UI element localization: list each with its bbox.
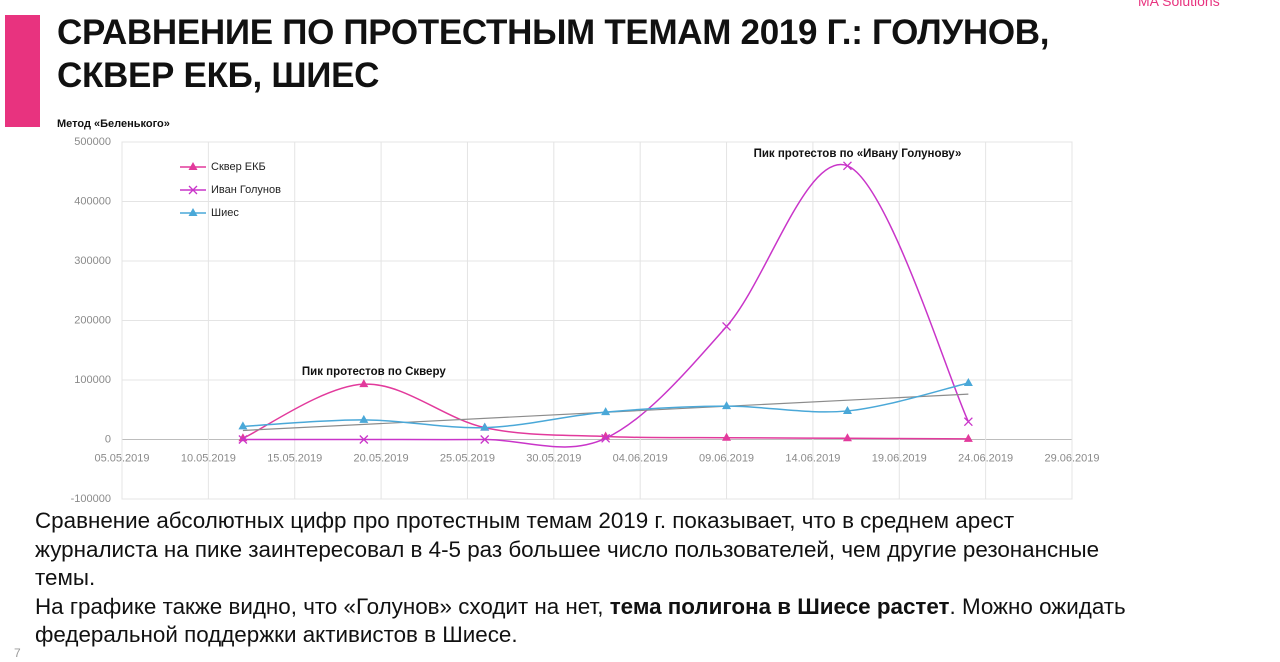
- legend-item: Иван Голунов: [180, 184, 281, 196]
- text-line: Сравнение абсолютных цифр про протестным…: [35, 507, 1126, 536]
- title-line: СКВЕР ЕКБ, ШИЕС: [57, 56, 380, 95]
- y-tick-label: 200000: [74, 314, 111, 326]
- series-line: [242, 163, 970, 448]
- legend-item: Сквер ЕКБ: [180, 161, 266, 173]
- x-tick-label: 29.06.2019: [1044, 452, 1099, 464]
- text-line: На графике также видно, что «Голунов» сх…: [35, 593, 1126, 622]
- marker: [480, 422, 490, 431]
- legend-label: Иван Голунов: [211, 184, 281, 196]
- marker: [238, 421, 248, 430]
- y-tick-label: 300000: [74, 255, 111, 267]
- marker: [480, 435, 490, 444]
- y-tick-label: 400000: [74, 195, 111, 207]
- marker: [842, 405, 852, 414]
- text-line: журналиста на пике заинтересовал в 4-5 р…: [35, 536, 1126, 565]
- title-line: СРАВНЕНИЕ ПО ПРОТЕСТНЫМ ТЕМАМ 2019 Г.: Г…: [57, 13, 1050, 52]
- marker: [963, 433, 973, 442]
- text: Сравнение абсолютных цифр про протестным…: [35, 508, 1015, 533]
- marker: [963, 417, 973, 427]
- marker: [359, 379, 369, 388]
- series-line: [242, 382, 969, 429]
- x-tick-label: 24.06.2019: [958, 452, 1013, 464]
- text: журналиста на пике заинтересовал в 4-5 р…: [35, 536, 1100, 562]
- text: темы.: [35, 565, 96, 591]
- legend-label: Шиес: [211, 207, 239, 219]
- marker: [722, 432, 732, 441]
- x-tick-label: 10.05.2019: [181, 452, 236, 464]
- marker: [188, 185, 198, 195]
- marker: [963, 377, 973, 386]
- chart: Метод «Беленького» -100000 0 100000 200000 3…: [57, 118, 1100, 505]
- text-line: темы.: [35, 564, 1126, 593]
- bold-text: тема полигона в Шиесе растет: [609, 593, 950, 619]
- annotation: Пик протестов по «Ивану Голунову»: [754, 148, 962, 160]
- marker: [601, 407, 611, 416]
- text: федеральной поддержки активистов в Шиесе…: [35, 622, 518, 648]
- x-tick-label: 05.05.2019: [94, 452, 149, 464]
- chart-subtitle: Метод «Беленького»: [57, 118, 170, 130]
- text-line: федеральной поддержки активистов в Шиесе…: [35, 621, 1126, 650]
- x-tick-label: 30.05.2019: [526, 452, 581, 464]
- marker: [188, 208, 198, 216]
- x-tick-label: 20.05.2019: [354, 452, 409, 464]
- marker: [238, 435, 248, 444]
- marker: [842, 161, 852, 171]
- y-tick-label: 100000: [74, 374, 111, 386]
- marker: [188, 162, 198, 170]
- y-tick-label: 500000: [74, 136, 111, 148]
- brand: MA Solutions: [1138, 0, 1220, 9]
- annotation: Пик протестов по Скверу: [302, 366, 446, 378]
- marker: [722, 401, 732, 410]
- marker: [359, 414, 369, 423]
- x-tick-label: 19.06.2019: [872, 452, 927, 464]
- y-tick-label: -100000: [71, 493, 111, 505]
- accent-bar: [5, 15, 40, 127]
- x-tick-label: 09.06.2019: [699, 452, 754, 464]
- legend-item: Шиес: [180, 207, 239, 219]
- marker: [601, 433, 611, 443]
- x-tick-label: 15.05.2019: [267, 452, 322, 464]
- y-tick-label: 0: [105, 433, 111, 445]
- text: . Можно ожидать: [949, 593, 1126, 619]
- legend-label: Сквер ЕКБ: [211, 161, 266, 173]
- body-text: Сравнение абсолютных цифр про протестным…: [35, 507, 1126, 650]
- marker: [359, 435, 369, 444]
- marker: [722, 321, 732, 331]
- text: На графике также видно, что «Голунов» сх…: [35, 593, 610, 619]
- x-tick-label: 25.05.2019: [440, 452, 495, 464]
- x-tick-label: 04.06.2019: [613, 452, 668, 464]
- marker: [842, 433, 852, 442]
- x-tick-label: 14.06.2019: [785, 452, 840, 464]
- page-number: 7: [14, 646, 21, 660]
